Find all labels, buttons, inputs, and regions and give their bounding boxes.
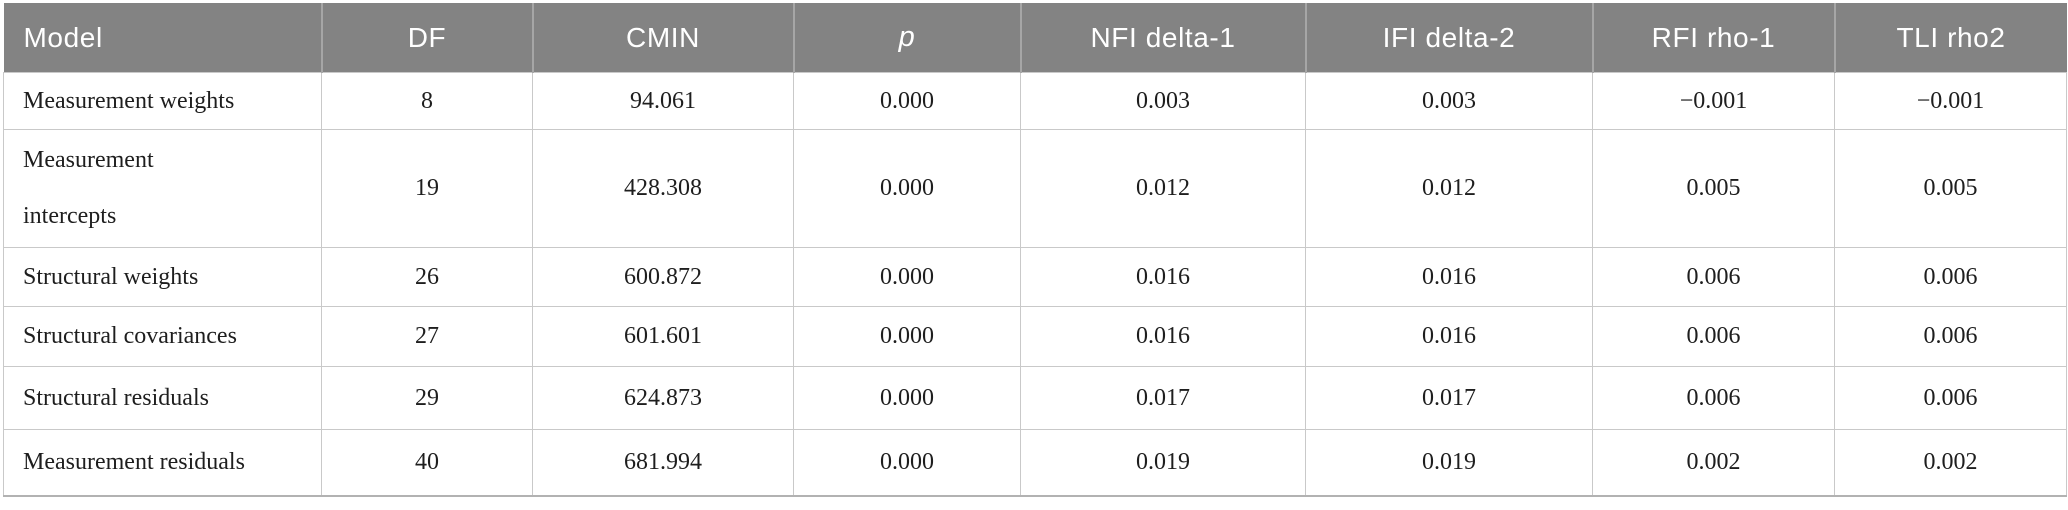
rfi-cell: 0.002: [1592, 429, 1835, 497]
rfi-cell: 0.006: [1592, 247, 1835, 307]
column-header-ifi-delta-2: IFI delta-2: [1304, 3, 1593, 73]
table-header: Model DF CMIN p NFI delta-1 IFI delta-2 …: [3, 3, 2067, 73]
cmin-cell: 624.873: [532, 366, 794, 430]
p-cell: 0.000: [793, 72, 1021, 130]
table-body: Measurement weights 8 94.061 0.000 0.003…: [3, 72, 2067, 497]
p-cell: 0.000: [793, 366, 1021, 430]
header-row: Model DF CMIN p NFI delta-1 IFI delta-2 …: [3, 3, 2067, 73]
model-cell: Structural weights: [3, 247, 322, 307]
p-cell: 0.000: [793, 429, 1021, 497]
tli-cell: 0.006: [1834, 306, 2067, 367]
model-cell: Measurement residuals: [3, 429, 322, 497]
tli-cell: 0.006: [1834, 247, 2067, 307]
ifi-cell: 0.016: [1305, 306, 1593, 367]
cmin-cell: 94.061: [532, 72, 794, 130]
nfi-cell: 0.016: [1020, 306, 1306, 367]
model-label: Measurement weights: [23, 87, 235, 114]
df-cell: 26: [321, 247, 533, 307]
rfi-cell: −0.001: [1592, 72, 1835, 130]
cmin-cell: 681.994: [532, 429, 794, 497]
column-header-rfi-rho-1: RFI rho-1: [1591, 3, 1835, 73]
df-cell: 40: [321, 429, 533, 497]
column-header-nfi-delta-1: NFI delta-1: [1019, 3, 1306, 73]
nfi-cell: 0.016: [1020, 247, 1306, 307]
p-cell: 0.000: [793, 129, 1021, 248]
ifi-cell: 0.019: [1305, 429, 1593, 497]
column-header-model: Model: [3, 3, 322, 73]
model-comparison-table: Model DF CMIN p NFI delta-1 IFI delta-2 …: [3, 3, 2067, 497]
table-container: Model DF CMIN p NFI delta-1 IFI delta-2 …: [3, 3, 2067, 497]
column-header-cmin: CMIN: [531, 3, 794, 73]
tli-cell: 0.005: [1834, 129, 2067, 248]
ifi-cell: 0.016: [1305, 247, 1593, 307]
model-label: Structural covariances: [23, 323, 237, 349]
cmin-cell: 600.872: [532, 247, 794, 307]
table-row: Measurement residuals 40 681.994 0.000 0…: [3, 429, 2067, 497]
model-cell: Measurement weights: [3, 72, 322, 130]
nfi-cell: 0.019: [1020, 429, 1306, 497]
df-cell: 19: [321, 129, 533, 248]
table-row: Measurement intercepts 19 428.308 0.000 …: [3, 129, 2067, 248]
p-cell: 0.000: [793, 247, 1021, 307]
df-cell: 29: [321, 366, 533, 430]
model-label: Structural residuals: [23, 384, 209, 411]
ifi-cell: 0.003: [1305, 72, 1593, 130]
tli-cell: −0.001: [1834, 72, 2067, 130]
table-row: Structural weights 26 600.872 0.000 0.01…: [3, 247, 2067, 307]
tli-cell: 0.002: [1834, 429, 2067, 497]
p-cell: 0.000: [793, 306, 1021, 367]
model-label: Structural weights: [23, 263, 199, 290]
model-cell: Structural residuals: [3, 366, 322, 430]
column-header-tli-rho2: TLI rho2: [1833, 3, 2067, 73]
ifi-cell: 0.012: [1305, 129, 1593, 248]
column-header-df: DF: [320, 3, 533, 73]
table-row: Structural residuals 29 624.873 0.000 0.…: [3, 366, 2067, 430]
rfi-cell: 0.006: [1592, 306, 1835, 367]
df-cell: 27: [321, 306, 533, 367]
df-cell: 8: [321, 72, 533, 130]
nfi-cell: 0.003: [1020, 72, 1306, 130]
column-header-p: p: [792, 3, 1021, 73]
model-label: Measurement residuals: [23, 448, 245, 475]
tli-cell: 0.006: [1834, 366, 2067, 430]
rfi-cell: 0.005: [1592, 129, 1835, 248]
rfi-cell: 0.006: [1592, 366, 1835, 430]
ifi-cell: 0.017: [1305, 366, 1593, 430]
model-cell: Measurement intercepts: [3, 129, 322, 248]
model-cell: Structural covariances: [3, 306, 322, 367]
table-row: Measurement weights 8 94.061 0.000 0.003…: [3, 72, 2067, 130]
table-row: Structural covariances 27 601.601 0.000 …: [3, 306, 2067, 367]
model-label: Measurement intercepts: [23, 147, 154, 229]
cmin-cell: 428.308: [532, 129, 794, 248]
nfi-cell: 0.017: [1020, 366, 1306, 430]
nfi-cell: 0.012: [1020, 129, 1306, 248]
cmin-cell: 601.601: [532, 306, 794, 367]
